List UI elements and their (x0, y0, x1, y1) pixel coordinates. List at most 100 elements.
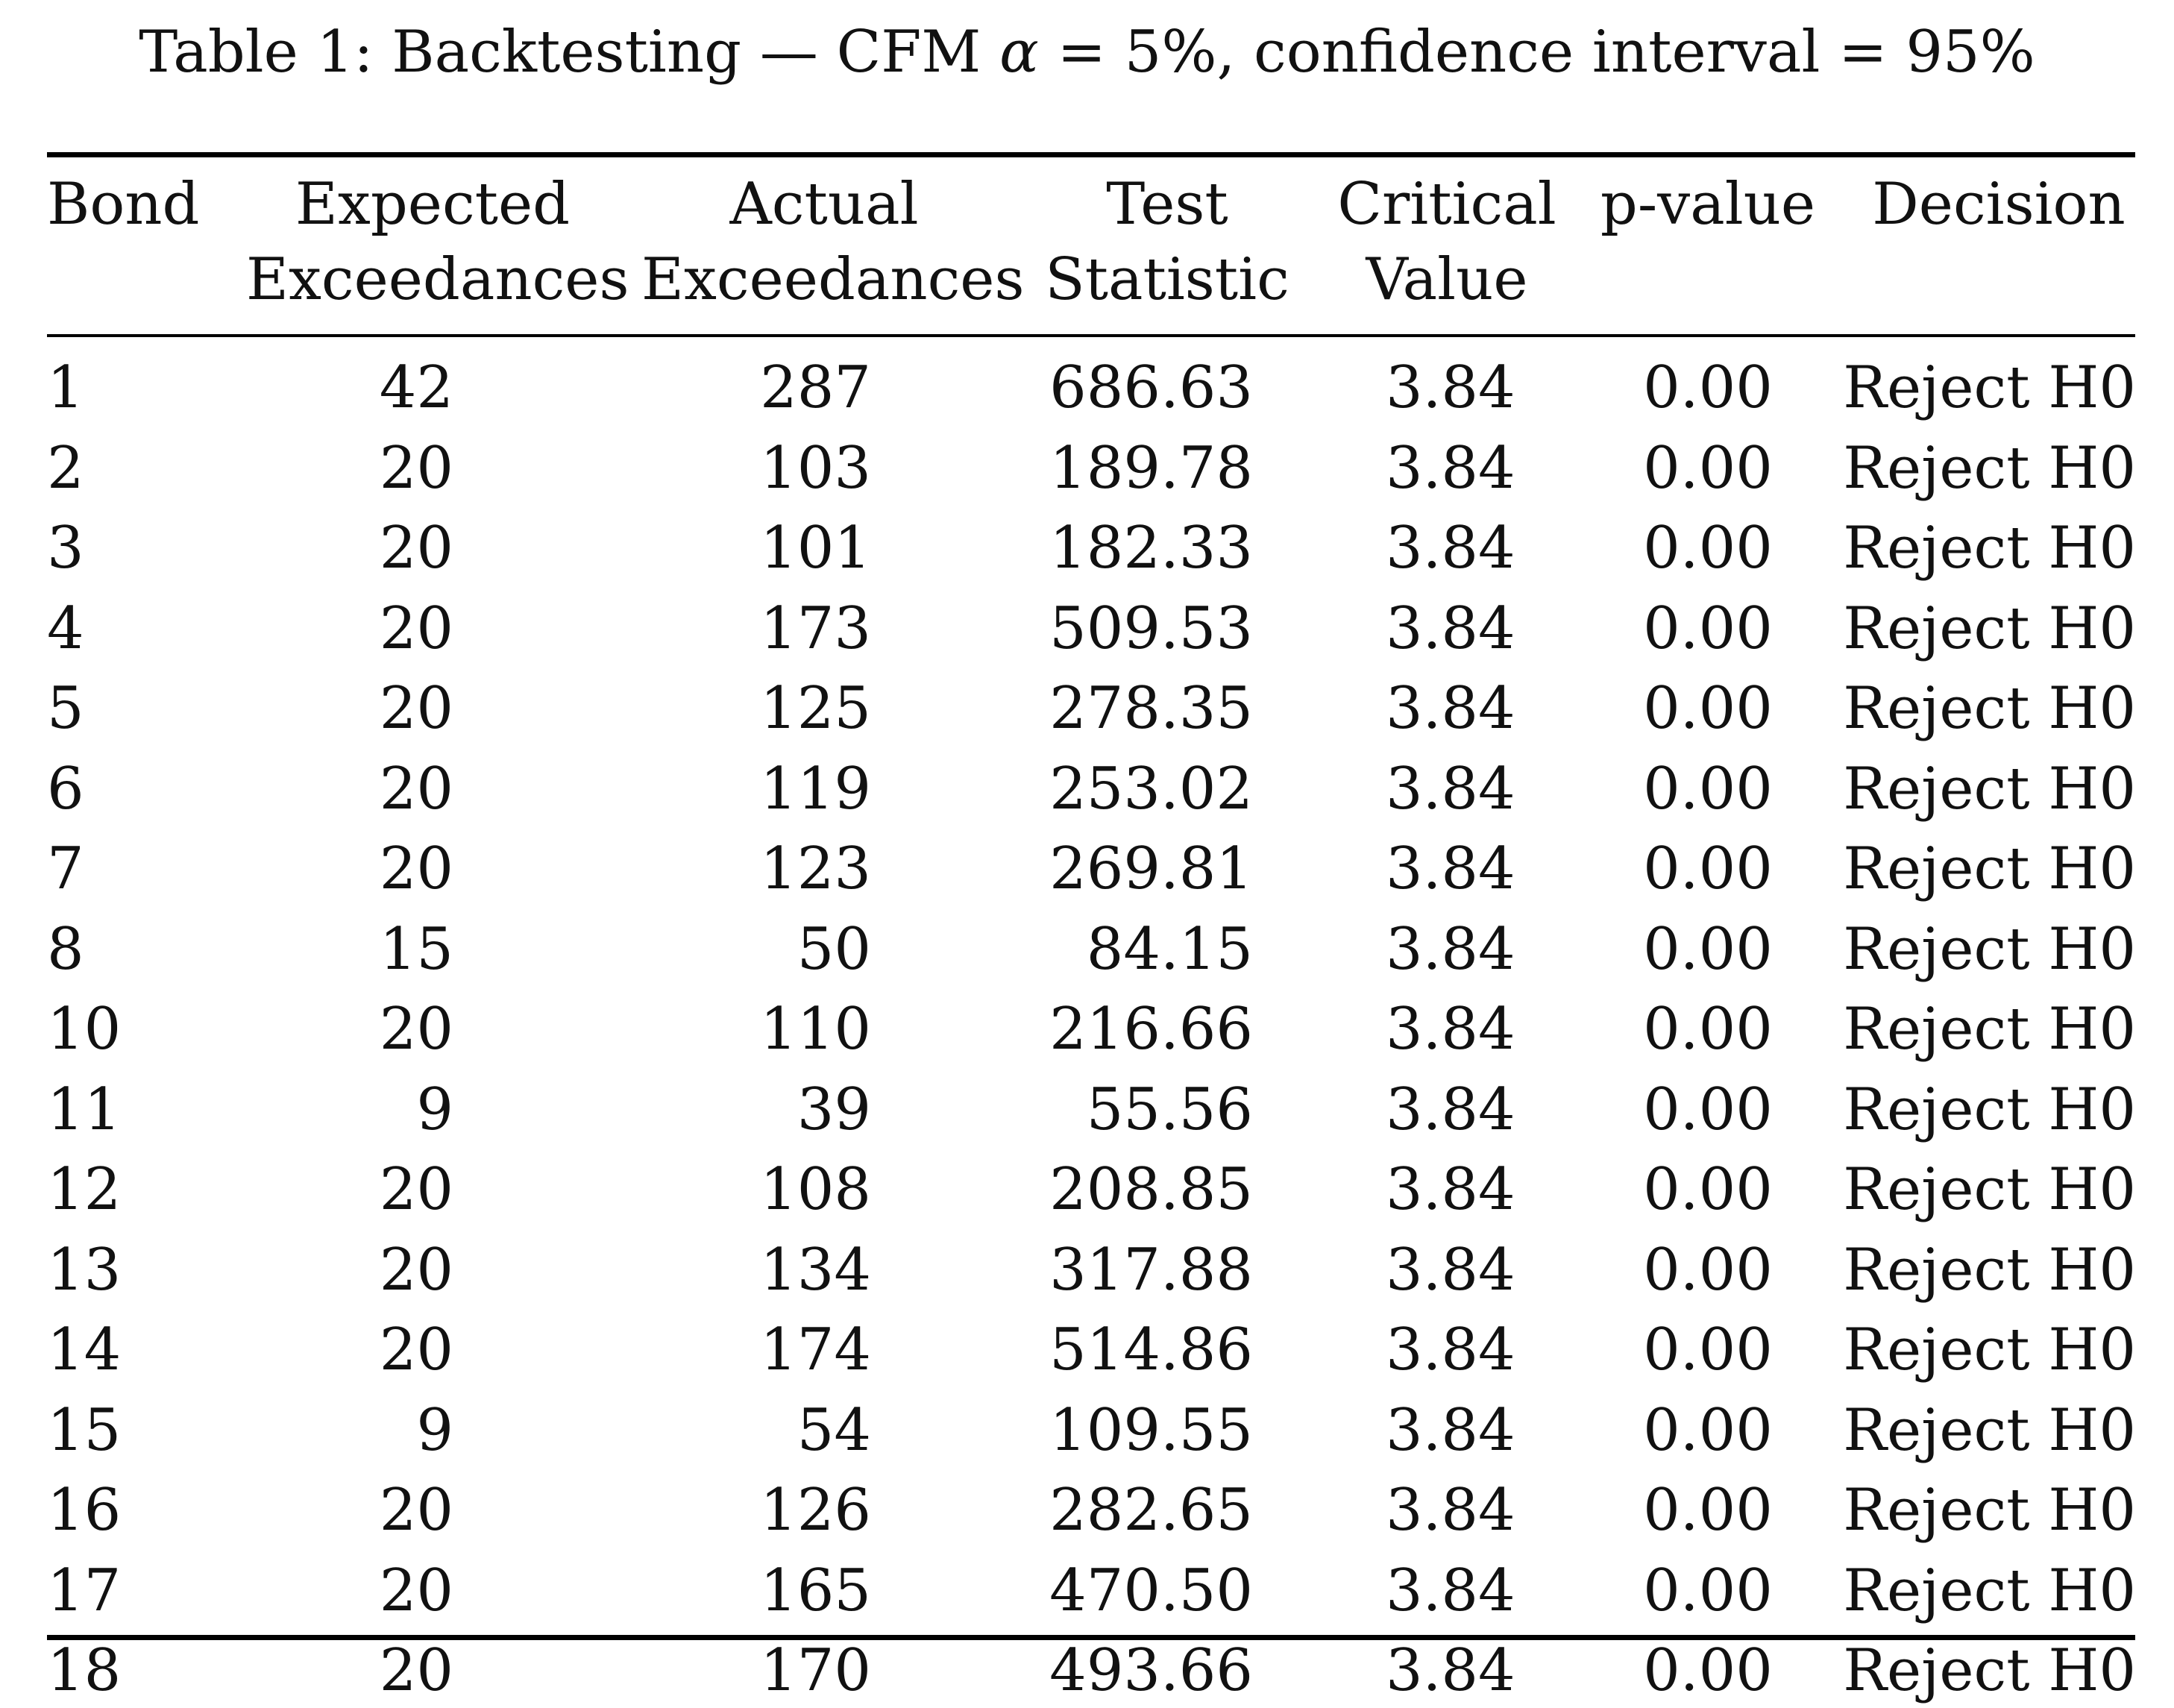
cell-test-statistic: 55.56 (1086, 1076, 1253, 1143)
cell-critical-value: 3.84 (1386, 1557, 1515, 1624)
header-critical-line2: Value (1366, 246, 1528, 313)
cell-actual-exceedances: 50 (797, 915, 871, 983)
cell-test-statistic: 509.53 (1049, 594, 1253, 662)
cell-critical-value: 3.84 (1386, 835, 1515, 902)
table-row: 10 20 110 216.66 3.84 0.00 Reject H0 (0, 992, 2174, 1067)
cell-test-statistic: 84.15 (1086, 915, 1253, 983)
cell-bond: 6 (47, 755, 84, 823)
cell-decision: Reject H0 (1843, 675, 2136, 742)
header-expected-exceedances: Expected Exceedances (246, 167, 629, 318)
cell-bond: 11 (47, 1076, 122, 1143)
cell-expected-exceedances: 20 (379, 1477, 453, 1544)
header-decision: Decision (1864, 167, 2133, 242)
cell-expected-exceedances: 15 (379, 915, 453, 983)
table-header: Bond Expected Exceedances Actual Exceeda… (0, 167, 2174, 325)
cell-bond: 14 (47, 1316, 122, 1384)
cell-test-statistic: 189.78 (1049, 434, 1253, 502)
cell-bond: 2 (47, 434, 84, 502)
cell-bond: 7 (47, 835, 84, 902)
cell-critical-value: 3.84 (1386, 1396, 1515, 1464)
cell-p-value: 0.00 (1643, 1477, 1773, 1544)
cell-decision: Reject H0 (1843, 915, 2136, 983)
header-stat-line2: Statistic (1045, 246, 1289, 313)
cell-expected-exceedances: 20 (379, 1557, 453, 1624)
cell-test-statistic: 470.50 (1049, 1557, 1253, 1624)
cell-decision: Reject H0 (1843, 1156, 2136, 1223)
cell-p-value: 0.00 (1643, 594, 1773, 662)
table-row: 5 20 125 278.35 3.84 0.00 Reject H0 (0, 671, 2174, 746)
caption-alpha-symbol: α (999, 19, 1039, 86)
table-row: 13 20 134 317.88 3.84 0.00 Reject H0 (0, 1233, 2174, 1307)
cell-test-statistic: 317.88 (1049, 1236, 1253, 1304)
table-row: 12 20 108 208.85 3.84 0.00 Reject H0 (0, 1152, 2174, 1227)
cell-test-statistic: 514.86 (1049, 1316, 1253, 1384)
top-rule (47, 152, 2135, 157)
cell-decision: Reject H0 (1843, 1316, 2136, 1384)
cell-decision: Reject H0 (1843, 594, 2136, 662)
cell-decision: Reject H0 (1843, 1477, 2136, 1544)
cell-bond: 15 (47, 1396, 122, 1464)
cell-test-statistic: 253.02 (1049, 755, 1253, 823)
cell-critical-value: 3.84 (1386, 354, 1515, 421)
cell-expected-exceedances: 9 (416, 1396, 453, 1464)
cell-p-value: 0.00 (1643, 434, 1773, 502)
cell-test-statistic: 216.66 (1049, 996, 1253, 1063)
cell-decision: Reject H0 (1843, 1236, 2136, 1304)
cell-actual-exceedances: 126 (760, 1477, 871, 1544)
cell-actual-exceedances: 123 (760, 835, 871, 902)
cell-decision: Reject H0 (1843, 1637, 2136, 1704)
cell-actual-exceedances: 287 (760, 354, 871, 421)
cell-actual-exceedances: 54 (797, 1396, 871, 1464)
cell-expected-exceedances: 20 (379, 1156, 453, 1223)
cell-test-statistic: 278.35 (1049, 675, 1253, 742)
cell-expected-exceedances: 20 (379, 434, 453, 502)
cell-bond: 12 (47, 1156, 122, 1223)
cell-p-value: 0.00 (1643, 1396, 1773, 1464)
header-critical-value: Critical Value (1335, 167, 1559, 318)
cell-decision: Reject H0 (1843, 996, 2136, 1063)
cell-bond: 18 (47, 1637, 122, 1704)
cell-critical-value: 3.84 (1386, 1076, 1515, 1143)
cell-p-value: 0.00 (1643, 915, 1773, 983)
cell-p-value: 0.00 (1643, 675, 1773, 742)
caption-prefix: Table 1: Backtesting — CFM (139, 19, 1000, 86)
cell-actual-exceedances: 165 (760, 1557, 871, 1624)
cell-critical-value: 3.84 (1386, 915, 1515, 983)
cell-decision: Reject H0 (1843, 515, 2136, 582)
cell-p-value: 0.00 (1643, 1236, 1773, 1304)
cell-critical-value: 3.84 (1386, 755, 1515, 823)
table-row: 17 20 165 470.50 3.84 0.00 Reject H0 (0, 1554, 2174, 1628)
table-row: 11 9 39 55.56 3.84 0.00 Reject H0 (0, 1073, 2174, 1147)
cell-actual-exceedances: 125 (760, 675, 871, 742)
cell-actual-exceedances: 108 (760, 1156, 871, 1223)
table-caption: Table 1: Backtesting — CFM α = 5%, confi… (0, 16, 2174, 88)
cell-test-statistic: 282.65 (1049, 1477, 1253, 1544)
cell-expected-exceedances: 20 (379, 675, 453, 742)
cell-actual-exceedances: 103 (760, 434, 871, 502)
header-decision-line1: Decision (1872, 171, 2126, 238)
header-critical-line1: Critical (1337, 171, 1556, 238)
cell-actual-exceedances: 170 (760, 1637, 871, 1704)
cell-p-value: 0.00 (1643, 996, 1773, 1063)
cell-test-statistic: 269.81 (1049, 835, 1253, 902)
cell-p-value: 0.00 (1643, 354, 1773, 421)
header-actual-line1: Actual (729, 171, 919, 238)
cell-actual-exceedances: 119 (760, 755, 871, 823)
header-test-statistic: Test Statistic (1044, 167, 1290, 318)
cell-critical-value: 3.84 (1386, 1316, 1515, 1384)
cell-bond: 16 (47, 1477, 122, 1544)
cell-critical-value: 3.84 (1386, 1637, 1515, 1704)
table-row: 2 20 103 189.78 3.84 0.00 Reject H0 (0, 431, 2174, 506)
cell-p-value: 0.00 (1643, 1156, 1773, 1223)
table-row: 4 20 173 509.53 3.84 0.00 Reject H0 (0, 591, 2174, 666)
cell-critical-value: 3.84 (1386, 515, 1515, 582)
cell-p-value: 0.00 (1643, 515, 1773, 582)
cell-decision: Reject H0 (1843, 434, 2136, 502)
cell-critical-value: 3.84 (1386, 1156, 1515, 1223)
cell-expected-exceedances: 20 (379, 1236, 453, 1304)
cell-bond: 1 (47, 354, 84, 421)
cell-actual-exceedances: 110 (760, 996, 871, 1063)
table-row: 1 42 287 686.63 3.84 0.00 Reject H0 (0, 351, 2174, 425)
header-bond-line1: Bond (47, 171, 200, 238)
cell-bond: 8 (47, 915, 84, 983)
